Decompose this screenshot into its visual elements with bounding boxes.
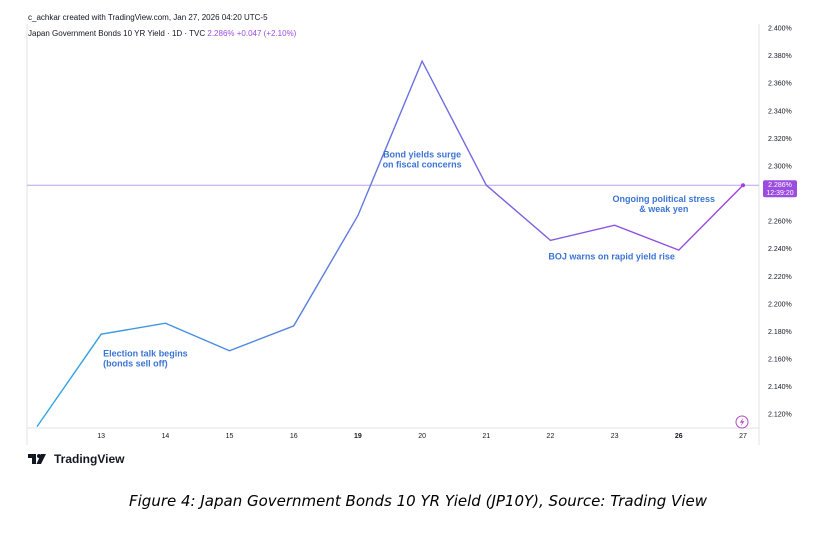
- x-tick-label: 14: [161, 433, 169, 440]
- price-badge-time: 12:39:20: [766, 190, 793, 197]
- y-tick-label: 2.300%: [768, 163, 792, 170]
- y-tick-label: 2.200%: [768, 301, 792, 308]
- y-tick-label: 2.160%: [768, 357, 792, 364]
- x-tick-label: 16: [290, 433, 298, 440]
- price-badge-box: [763, 180, 797, 198]
- annotation-label: Ongoing political stress & weak yen: [613, 194, 716, 214]
- last-point-marker: [741, 183, 745, 188]
- figure-caption: Figure 4: Japan Government Bonds 10 YR Y…: [129, 492, 707, 510]
- x-tick-label: 22: [547, 433, 555, 440]
- annotation-label: Election talk begins (bonds sell off): [103, 348, 188, 368]
- price-badge-value: 2.286%: [768, 182, 792, 189]
- x-tick-label: 13: [97, 433, 105, 440]
- annotation-label: Bond yields surge on fiscal concerns: [383, 150, 462, 170]
- y-tick-label: 2.220%: [768, 274, 792, 281]
- y-tick-label: 2.180%: [768, 329, 792, 336]
- y-tick-label: 2.240%: [768, 246, 792, 253]
- y-tick-label: 2.380%: [768, 53, 792, 60]
- x-axis-ticks: 13 14 15 16 19 20 21 22 23 26 27: [97, 433, 747, 440]
- last-value: 2.286%: [207, 29, 235, 38]
- y-tick-label: 2.120%: [768, 412, 792, 419]
- symbol-header: Japan Government Bonds 10 YR Yield · 1D …: [28, 29, 296, 38]
- y-tick-label: 2.260%: [768, 219, 792, 226]
- yield-series-line: [36, 59, 744, 427]
- x-tick-label: 21: [482, 433, 490, 440]
- y-tick-label: 2.140%: [768, 384, 792, 391]
- x-tick-label: 15: [226, 433, 234, 440]
- tradingview-logo: TradingView: [28, 452, 124, 466]
- x-tick-label: 23: [611, 433, 619, 440]
- y-axis-ticks: 2.120% 2.140% 2.160% 2.180% 2.200% 2.220% 2.24…: [768, 26, 792, 419]
- y-tick-label: 2.320%: [768, 136, 792, 143]
- x-tick-label: 26: [675, 433, 683, 440]
- created-by-text: c_achkar created with TradingView.com, J…: [28, 13, 268, 22]
- lightning-icon[interactable]: [735, 415, 749, 429]
- tradingview-logo-icon: [28, 454, 46, 464]
- y-tick-label: 2.400%: [768, 26, 792, 33]
- tradingview-logo-text: TradingView: [54, 452, 125, 466]
- x-tick-label: 20: [418, 433, 426, 440]
- annotations: Election talk begins (bonds sell off) Bond…: [103, 150, 715, 369]
- y-tick-label: 2.360%: [768, 81, 792, 88]
- y-tick-label: 2.340%: [768, 108, 792, 115]
- x-tick-label: 27: [739, 433, 747, 440]
- price-badge: 2.286% 12:39:20: [763, 180, 797, 198]
- change-value: +0.047 (+2.10%): [236, 29, 297, 38]
- symbol-title: Japan Government Bonds 10 YR Yield · 1D …: [28, 29, 206, 38]
- annotation-label: BOJ warns on rapid yield rise: [548, 252, 675, 262]
- x-tick-label: 19: [354, 433, 362, 440]
